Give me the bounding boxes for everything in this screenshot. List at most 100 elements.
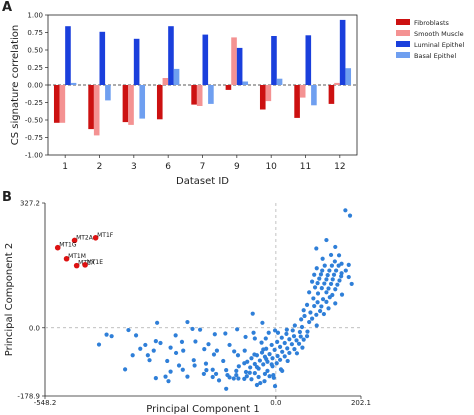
- bar-luminal-epithel: [271, 36, 277, 85]
- data-point: [234, 372, 239, 378]
- bar-smooth-muscle: [265, 85, 272, 102]
- data-point: [234, 368, 239, 373]
- bar-fibroblasts: [122, 85, 129, 123]
- data-point: [193, 339, 198, 344]
- data-point: [331, 272, 337, 277]
- data-point: [257, 358, 262, 363]
- data-point: [271, 372, 276, 378]
- data-point: [261, 362, 266, 367]
- data-point: [185, 374, 190, 379]
- data-point: [153, 376, 158, 381]
- data-point: [165, 358, 170, 364]
- data-point: [179, 339, 185, 344]
- point-label: MT2A: [76, 234, 94, 241]
- point-label: MT1G: [59, 242, 77, 249]
- data-point: [299, 317, 304, 322]
- data-point: [347, 213, 353, 218]
- data-point: [252, 371, 257, 376]
- data-point: [145, 353, 150, 358]
- data-point: [242, 361, 247, 366]
- data-point: [280, 349, 285, 354]
- data-point: [315, 281, 320, 286]
- data-point: [130, 353, 135, 358]
- data-point: [254, 382, 260, 388]
- highlight-point: [73, 262, 80, 269]
- data-point: [284, 327, 289, 332]
- data-point: [176, 363, 182, 368]
- bar-smooth-muscle: [93, 85, 100, 136]
- data-point: [274, 361, 279, 366]
- bar-smooth-muscle: [162, 78, 169, 85]
- data-point: [216, 378, 222, 383]
- data-point: [263, 336, 268, 341]
- bar-basal-epithel: [311, 85, 317, 106]
- data-point: [231, 376, 236, 381]
- data-point: [285, 346, 290, 351]
- data-point: [267, 351, 272, 357]
- data-point: [272, 384, 278, 389]
- data-point: [244, 374, 249, 379]
- data-point: [227, 342, 232, 348]
- data-point: [302, 313, 307, 319]
- data-point: [264, 356, 269, 362]
- data-point: [282, 340, 287, 346]
- data-point: [158, 340, 163, 346]
- data-point: [299, 324, 305, 330]
- x-axis-title: Principal Component 1: [146, 404, 259, 415]
- data-point: [206, 342, 211, 347]
- data-point: [291, 334, 297, 339]
- legend-entry: Luminal Epithel: [414, 41, 464, 49]
- data-point: [180, 367, 185, 372]
- y-tick-label: -1.00: [25, 152, 43, 160]
- data-point: [221, 358, 226, 364]
- data-point: [329, 263, 334, 268]
- data-point: [308, 310, 313, 315]
- data-point: [346, 274, 351, 280]
- data-point: [242, 348, 247, 353]
- data-point: [133, 333, 139, 338]
- data-point: [346, 262, 351, 267]
- bar-basal-epithel: [345, 68, 352, 85]
- data-point: [343, 208, 348, 213]
- data-point: [328, 252, 334, 258]
- data-point: [312, 272, 317, 277]
- bar-smooth-muscle: [299, 85, 306, 98]
- data-point: [151, 348, 156, 353]
- data-point: [197, 327, 203, 332]
- highlight-point: [54, 244, 61, 251]
- data-point: [307, 319, 312, 325]
- data-point: [181, 348, 186, 353]
- data-point: [126, 327, 131, 333]
- data-point: [173, 350, 179, 356]
- data-point: [236, 376, 241, 381]
- data-point: [327, 268, 332, 273]
- data-point: [258, 380, 263, 386]
- bar-basal-epithel: [242, 81, 249, 85]
- data-point: [275, 353, 280, 359]
- data-point: [223, 331, 228, 336]
- data-point: [252, 336, 257, 341]
- data-point: [254, 364, 260, 370]
- data-point: [296, 341, 302, 346]
- data-point: [334, 268, 339, 273]
- y-tick-label: 0.25: [27, 64, 43, 72]
- bar-luminal-epithel: [168, 26, 174, 85]
- data-point: [269, 342, 274, 348]
- data-point: [307, 290, 312, 295]
- data-point: [192, 363, 197, 368]
- point-label: MT1F: [97, 232, 114, 239]
- data-point: [314, 323, 319, 328]
- data-point: [326, 286, 331, 291]
- data-point: [290, 328, 295, 333]
- data-point: [275, 330, 281, 335]
- data-point: [277, 344, 283, 349]
- data-point: [232, 349, 237, 354]
- data-point: [324, 299, 329, 304]
- data-point: [203, 361, 209, 366]
- data-point: [314, 246, 319, 251]
- y-tick-label: -0.50: [25, 117, 43, 125]
- data-point: [310, 316, 315, 321]
- bar-luminal-epithel: [99, 31, 106, 85]
- y-tick-label: -178.9: [17, 393, 40, 401]
